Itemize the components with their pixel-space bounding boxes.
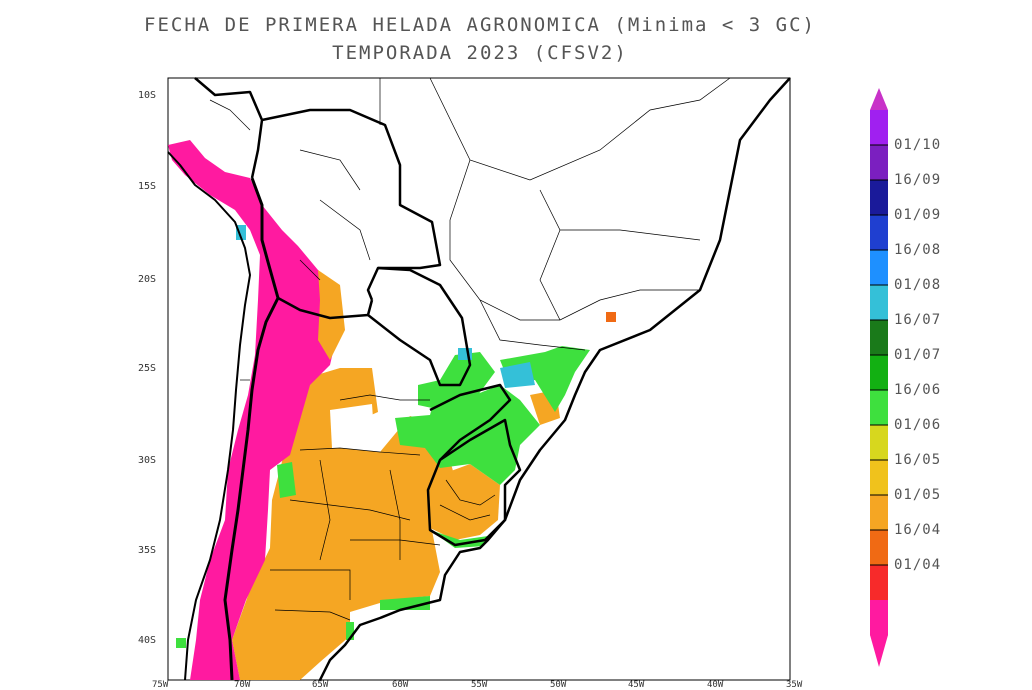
legend-label: 01/07 (894, 347, 942, 363)
lat-label: 30S (138, 455, 157, 466)
colorbar-segment (870, 180, 888, 216)
coastline-pacific (167, 151, 251, 681)
legend-label: 16/08 (894, 242, 942, 258)
zone-green-small-4 (176, 638, 186, 648)
colorbar-segment (870, 495, 888, 531)
country-borders (167, 77, 791, 681)
colorbar-segment (870, 530, 888, 566)
zone-white-chaco (330, 404, 375, 448)
zone-cyan-parana (500, 362, 535, 388)
lon-label: 45W (628, 680, 645, 690)
legend-label: 01/08 (894, 277, 942, 293)
legend-label: 16/04 (894, 522, 942, 538)
legend-colorbar (870, 88, 888, 667)
lon-label: 50W (550, 680, 567, 690)
lon-label: 55W (471, 680, 488, 690)
border-uruguay (426, 418, 522, 547)
border-argentina-brazil (429, 383, 512, 461)
legend-label: 16/06 (894, 382, 942, 398)
legend-label: 01/09 (894, 207, 942, 223)
zone-orange-uruguay (430, 464, 500, 540)
lon-label: 40W (707, 680, 724, 690)
state-borders (209, 77, 731, 621)
colorbar-segment (870, 565, 888, 601)
legend-label: 16/09 (894, 172, 942, 188)
zone-green-small-3 (277, 462, 296, 498)
lat-label: 20S (138, 274, 157, 285)
lon-label: 65W (312, 680, 329, 690)
colorbar-segment (870, 320, 888, 356)
lon-label: 70W (234, 680, 251, 690)
zone-green-uruguay-south (430, 530, 488, 548)
colorbar-segment (870, 600, 888, 636)
zone-orange-andes-edge (318, 270, 345, 360)
lat-label: 15S (138, 181, 157, 192)
colorbar-segment (870, 285, 888, 321)
border-bolivia-brazil (261, 108, 442, 301)
border-paraguay (367, 266, 472, 387)
border-bolivia-argentina (277, 296, 374, 320)
lon-label: 35W (786, 680, 803, 690)
frost-zones (168, 140, 616, 680)
lon-label: 60W (392, 680, 409, 690)
lat-label: 35S (138, 545, 157, 556)
andes-border (223, 177, 280, 681)
colorbar-segment (870, 250, 888, 286)
legend-label: 01/05 (894, 487, 942, 503)
colorbar-segment (870, 460, 888, 496)
legend-label: 16/05 (894, 452, 942, 468)
legend-label: 16/07 (894, 312, 942, 328)
colorbar-min-arrow (870, 635, 888, 667)
zone-red-spot (606, 312, 616, 322)
colorbar-max-arrow (870, 88, 888, 110)
zone-pink-andes (168, 140, 340, 680)
lat-label: 25S (138, 363, 157, 374)
zone-green-parana (500, 346, 590, 412)
lat-label: 40S (138, 635, 157, 646)
chart-subtitle: TEMPORADA 2023 (CFSV2) (332, 42, 628, 64)
zone-green-paraguay (418, 352, 495, 408)
legend-label: 01/10 (894, 137, 942, 153)
colorbar-segment (870, 425, 888, 461)
colorbar-segment (870, 110, 888, 146)
colorbar-segment (870, 355, 888, 391)
chart-title: FECHA DE PRIMERA HELADA AGRONOMICA (Mini… (144, 14, 816, 36)
colorbar-segment (870, 390, 888, 426)
colorbar-segment (870, 215, 888, 251)
lon-label: 75W (152, 680, 169, 690)
coastline-atlantic (318, 77, 791, 681)
legend-label: 01/06 (894, 417, 942, 433)
legend-label: 01/04 (894, 557, 942, 573)
colorbar-segment (870, 145, 888, 181)
lat-label: 10S (138, 90, 157, 101)
border-peru-bolivia (194, 77, 264, 179)
